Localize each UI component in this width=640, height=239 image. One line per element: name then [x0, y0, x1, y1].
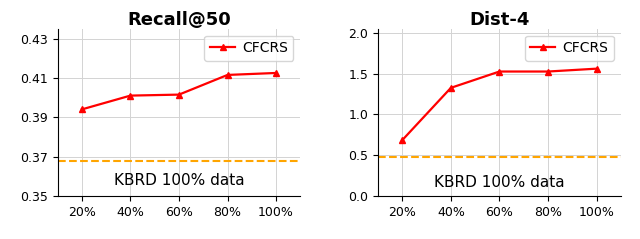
- CFCRS: [175, 93, 183, 96]
- CFCRS: [78, 108, 86, 111]
- CFCRS: [495, 70, 503, 73]
- CFCRS: [399, 139, 406, 141]
- Text: KBRD 100% data: KBRD 100% data: [434, 175, 564, 190]
- CFCRS: [224, 74, 232, 76]
- Line: CFCRS: CFCRS: [399, 66, 599, 143]
- Line: CFCRS: CFCRS: [79, 70, 279, 112]
- Title: Recall@50: Recall@50: [127, 11, 231, 28]
- Legend: CFCRS: CFCRS: [205, 36, 293, 61]
- Title: Dist-4: Dist-4: [469, 11, 530, 28]
- CFCRS: [272, 71, 280, 74]
- CFCRS: [544, 70, 552, 73]
- CFCRS: [447, 87, 454, 89]
- CFCRS: [127, 94, 134, 97]
- Text: KBRD 100% data: KBRD 100% data: [114, 173, 244, 188]
- CFCRS: [593, 67, 600, 70]
- Legend: CFCRS: CFCRS: [525, 36, 614, 61]
